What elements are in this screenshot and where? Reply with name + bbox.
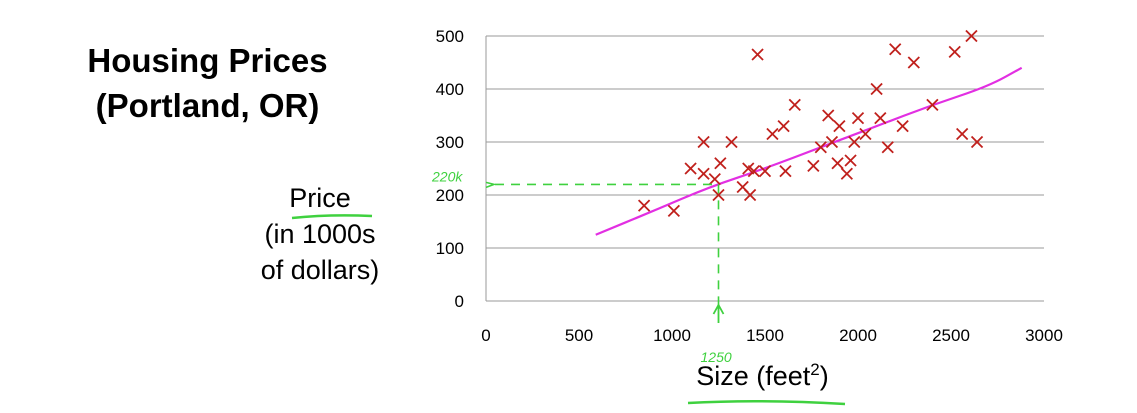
y-axis-label-line1: Price [289, 183, 351, 213]
price-annotation: 220k [431, 168, 463, 184]
x-tick-0: 0 [481, 326, 490, 345]
data-point-15 [766, 127, 779, 141]
fit-line-path [595, 66, 1023, 236]
x-axis-label: Size (feet2) [660, 358, 865, 394]
data-point-12 [747, 165, 760, 178]
data-point-0 [637, 199, 651, 212]
data-point-13 [751, 48, 764, 61]
data-point-25 [840, 167, 853, 180]
y-tick-0: 0 [455, 292, 464, 311]
data-point-5 [708, 172, 721, 186]
data-point-8 [725, 135, 738, 149]
x-tick-500: 500 [565, 326, 593, 345]
x-tick-3000: 3000 [1025, 326, 1063, 345]
data-point-4 [697, 167, 710, 180]
data-point-34 [896, 119, 909, 133]
data-point-35 [907, 56, 920, 69]
handwritten-annotations: 220k 1250 [431, 168, 732, 365]
grid-lines [485, 35, 1044, 302]
fit-line [595, 66, 1023, 236]
data-point-20 [814, 141, 827, 154]
y-tick-300: 300 [436, 133, 464, 152]
data-point-26 [844, 154, 857, 167]
data-point-32 [881, 141, 894, 154]
data-point-39 [965, 29, 978, 43]
y-tick-100: 100 [436, 239, 464, 258]
chart-title-line1: Housing Prices [87, 42, 328, 79]
data-point-3 [697, 135, 710, 149]
data-point-30 [870, 82, 883, 96]
x-tick-labels: 0 500 1000 1500 2000 2500 3000 [481, 326, 1063, 345]
data-point-7 [714, 157, 727, 170]
data-point-23 [831, 157, 844, 170]
data-point-29 [859, 127, 872, 141]
data-point-37 [948, 45, 961, 59]
data-point-18 [788, 98, 801, 112]
y-tick-500: 500 [436, 27, 464, 46]
price-underline [291, 214, 373, 220]
data-point-36 [926, 98, 939, 112]
x-tick-1500: 1500 [746, 326, 784, 345]
x-axis-label-close: ) [819, 361, 829, 391]
y-axis-label-line3: of dollars) [260, 255, 380, 285]
data-point-1 [667, 204, 680, 218]
data-point-17 [779, 165, 792, 178]
data-point-31 [874, 112, 887, 125]
data-point-33 [889, 43, 902, 56]
size-underline [687, 399, 846, 406]
data-points [637, 29, 984, 218]
x-axis-label-superscript: 2 [810, 360, 820, 379]
x-tick-2000: 2000 [839, 326, 877, 345]
data-point-2 [684, 162, 697, 175]
x-tick-2500: 2500 [932, 326, 970, 345]
data-point-40 [970, 135, 984, 149]
data-point-24 [833, 119, 846, 133]
data-point-21 [822, 109, 835, 122]
data-point-16 [777, 119, 790, 133]
x-axis-label-text: Size (feet [696, 361, 811, 391]
chart-title: Housing Prices (Portland, OR) [40, 38, 375, 128]
price-arrow [485, 181, 497, 189]
chart-title-line2: (Portland, OR) [95, 87, 320, 124]
data-point-27 [848, 135, 861, 149]
data-point-6 [712, 188, 725, 202]
data-point-11 [743, 188, 757, 202]
y-axis-label-line2: (in 1000s [264, 219, 376, 249]
data-point-14 [758, 165, 772, 178]
y-tick-400: 400 [436, 80, 464, 99]
data-point-19 [807, 159, 820, 172]
data-point-28 [851, 112, 865, 125]
y-tick-labels: 0 100 200 300 400 500 [436, 27, 464, 311]
size-annotation: 1250 [701, 349, 732, 365]
x-tick-1000: 1000 [653, 326, 691, 345]
y-tick-200: 200 [436, 186, 464, 205]
data-point-22 [825, 135, 839, 149]
data-point-38 [956, 127, 969, 141]
y-axis-label: Price (in 1000s of dollars) [235, 180, 405, 288]
